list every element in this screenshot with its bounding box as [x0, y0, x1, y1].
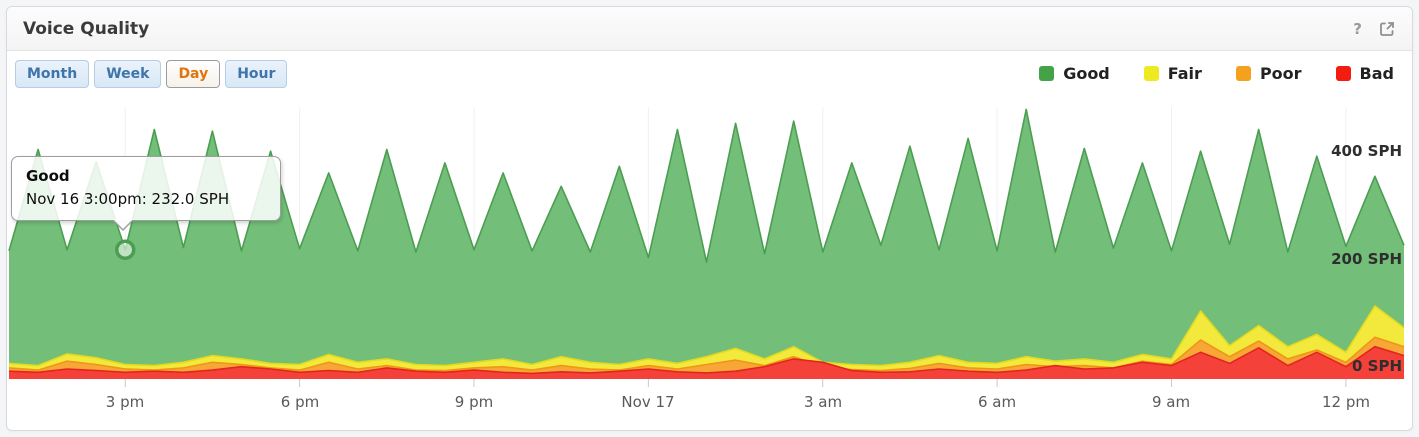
- legend-item-good[interactable]: Good: [1039, 64, 1110, 83]
- series-line-bad: [8, 345, 1405, 375]
- x-axis-label: 6 am: [977, 393, 1017, 411]
- range-button-hour[interactable]: Hour: [225, 60, 288, 88]
- range-button-group: Month Week Day Hour: [15, 60, 288, 88]
- range-button-week[interactable]: Week: [94, 60, 162, 88]
- fair-swatch-icon: [1143, 66, 1159, 81]
- x-axis-label: 3 pm: [105, 393, 145, 411]
- legend-label-bad: Bad: [1359, 64, 1394, 83]
- y-axis-label-0: 0 SPH: [1351, 357, 1402, 375]
- widget-title: Voice Quality: [23, 18, 150, 39]
- legend-item-fair[interactable]: Fair: [1143, 64, 1202, 83]
- chart-area: Month Week Day Hour Good Fair Poor Bad: [7, 52, 1412, 431]
- range-button-month[interactable]: Month: [15, 60, 90, 88]
- poor-swatch-icon: [1235, 66, 1251, 81]
- tooltip-value-text: Nov 16 3:00pm: 232.0 SPH: [26, 190, 230, 208]
- good-swatch-icon: [1039, 66, 1055, 81]
- open-in-new-window-icon[interactable]: [1378, 20, 1396, 38]
- series-area-bad: [9, 346, 1404, 379]
- header-icons: ?: [1353, 20, 1396, 38]
- x-axis-label: 3 am: [803, 393, 843, 411]
- voice-quality-chart-canvas[interactable]: [7, 52, 1412, 431]
- series-line-fair: [8, 305, 1405, 367]
- bad-swatch-icon: [1335, 66, 1351, 81]
- x-axis-label: 9 am: [1151, 393, 1191, 411]
- y-axis-label-200: 200 SPH: [1331, 250, 1402, 268]
- range-button-day[interactable]: Day: [166, 60, 221, 88]
- series-area-good: [9, 109, 1404, 380]
- legend-item-bad[interactable]: Bad: [1335, 64, 1394, 83]
- legend-label-fair: Fair: [1167, 64, 1202, 83]
- widget-header: Voice Quality ?: [7, 7, 1412, 51]
- legend-label-poor: Poor: [1259, 64, 1302, 83]
- legend-item-poor[interactable]: Poor: [1235, 64, 1302, 83]
- x-axis-label: 9 pm: [454, 393, 494, 411]
- chart-tooltip: Good Nov 16 3:00pm: 232.0 SPH: [11, 156, 281, 231]
- hover-point-marker: [115, 239, 136, 261]
- help-icon[interactable]: ?: [1353, 19, 1362, 38]
- series-line-good: [8, 108, 1405, 263]
- voice-quality-widget: Voice Quality ? Month Week Day Hour Good: [6, 6, 1413, 431]
- tooltip-series-name: Good: [26, 167, 70, 185]
- x-axis-label: Nov 17: [621, 393, 675, 411]
- series-line-poor: [8, 336, 1405, 372]
- x-axis-label: 6 pm: [280, 393, 320, 411]
- legend-label-good: Good: [1063, 64, 1110, 83]
- y-axis-label-400: 400 SPH: [1331, 142, 1402, 160]
- x-axis-label: 12 pm: [1322, 393, 1370, 411]
- chart-legend: Good Fair Poor Bad: [1039, 64, 1394, 83]
